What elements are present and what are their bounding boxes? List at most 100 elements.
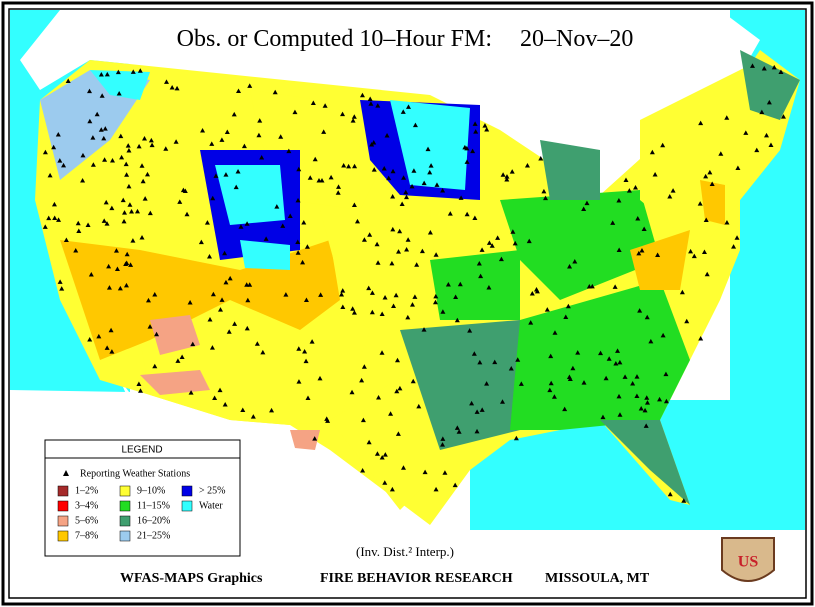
station [139, 235, 145, 240]
station [98, 71, 104, 77]
station [102, 157, 108, 162]
legend-swatch [57, 485, 69, 497]
station [759, 109, 765, 115]
station [479, 247, 485, 252]
station [213, 173, 219, 178]
station [295, 250, 301, 255]
station [547, 387, 553, 393]
station [126, 147, 132, 153]
fm-zone [60, 240, 340, 360]
station [660, 142, 666, 148]
station [422, 469, 428, 475]
station [633, 185, 639, 190]
station [148, 137, 154, 143]
station [295, 239, 301, 245]
station [244, 282, 250, 287]
station [562, 406, 568, 412]
station [474, 409, 480, 414]
station [440, 436, 446, 441]
station [231, 111, 237, 117]
station [457, 281, 463, 287]
station [526, 238, 532, 244]
station [174, 85, 180, 91]
station [300, 259, 306, 265]
station [351, 202, 357, 207]
station [484, 127, 490, 132]
station [698, 335, 704, 341]
station [318, 292, 324, 297]
station [445, 282, 451, 287]
station [379, 350, 385, 355]
station [697, 201, 703, 206]
fm-zone [640, 60, 780, 250]
station [513, 435, 519, 441]
station [207, 253, 213, 259]
station [351, 114, 357, 119]
station [304, 244, 310, 249]
station [173, 139, 179, 144]
station [764, 132, 770, 138]
station [307, 175, 313, 180]
station [403, 194, 409, 200]
station [401, 175, 407, 180]
station [303, 358, 309, 364]
station [504, 174, 510, 179]
station [309, 339, 315, 344]
station [428, 163, 434, 168]
station [761, 65, 767, 71]
logo: US [721, 537, 775, 582]
station [412, 122, 418, 128]
station [515, 357, 521, 362]
station [623, 177, 629, 182]
station [274, 204, 280, 209]
legend-header [44, 439, 241, 459]
station [486, 285, 492, 290]
station [707, 169, 713, 175]
logo-text: US [738, 554, 759, 571]
station [101, 218, 107, 223]
station [283, 292, 289, 297]
station [414, 262, 420, 267]
station [238, 224, 244, 229]
legend-label: Water [199, 500, 223, 511]
station [233, 184, 239, 190]
fm-zone [215, 165, 285, 225]
station [312, 436, 318, 441]
station [636, 250, 642, 256]
station [766, 99, 772, 105]
station [319, 177, 325, 183]
station [328, 174, 334, 180]
station [616, 393, 622, 399]
station [405, 237, 411, 242]
station [552, 330, 558, 335]
station [55, 132, 61, 137]
station [400, 465, 406, 470]
fm-zone [540, 140, 600, 200]
station [142, 196, 148, 201]
station [217, 307, 223, 312]
station [724, 115, 730, 120]
station [108, 327, 114, 333]
station [635, 216, 641, 221]
station [204, 220, 210, 225]
station [581, 380, 587, 385]
station [391, 303, 397, 309]
station [570, 365, 576, 371]
station [352, 163, 358, 169]
station [317, 375, 323, 381]
station [371, 140, 377, 145]
station [575, 350, 581, 355]
station [528, 320, 534, 325]
station [154, 331, 160, 337]
credit: WFAS-MAPS Graphics [120, 571, 263, 586]
station [367, 232, 373, 237]
station [563, 314, 569, 319]
station [688, 248, 694, 254]
station [109, 158, 115, 163]
station [42, 149, 48, 155]
station [241, 143, 247, 149]
station-symbol [63, 470, 69, 476]
station [433, 293, 439, 299]
fm-zone [600, 420, 690, 505]
station [374, 451, 380, 456]
